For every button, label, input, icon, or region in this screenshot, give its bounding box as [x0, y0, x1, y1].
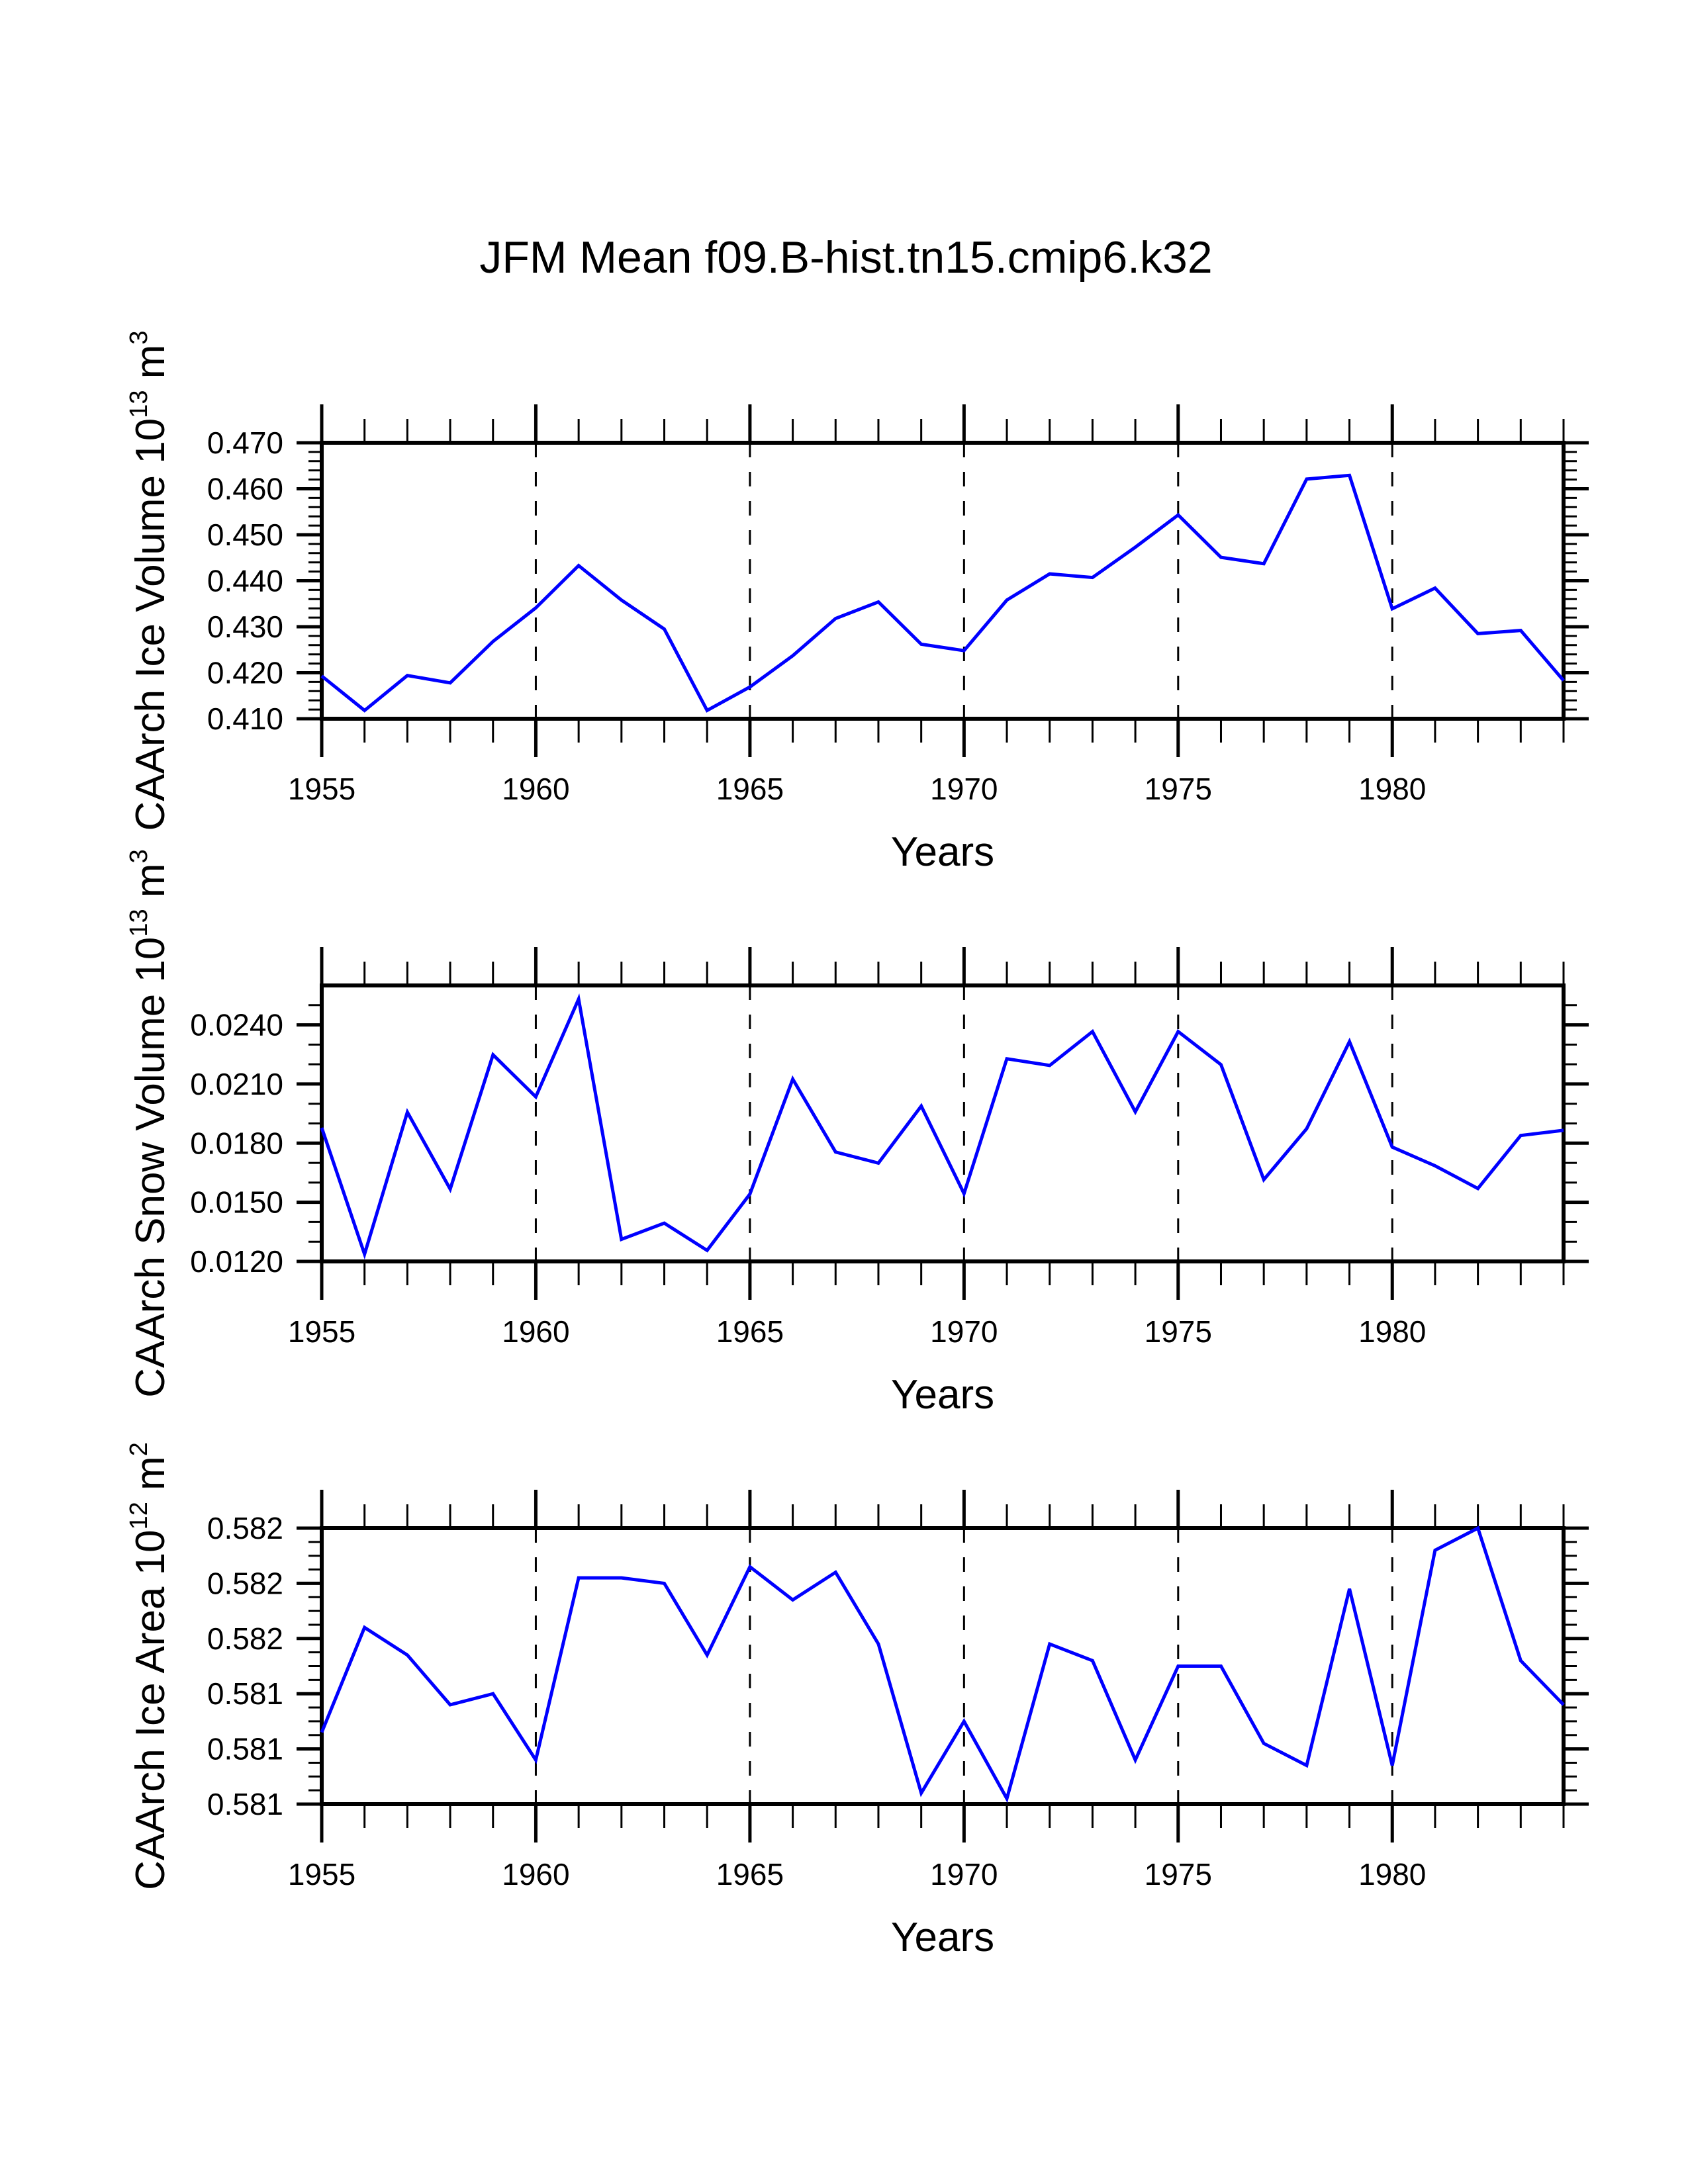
y-axis-title-part: m	[128, 1456, 173, 1502]
y-tick-label: 0.581	[207, 1676, 283, 1711]
x-tick-label: 1960	[502, 1314, 569, 1349]
x-axis-title: Years	[891, 1372, 994, 1418]
panel-snow-volume: 0.0120 0.0150 0.0180 0.0210 0.0240 1955 1960 19…	[125, 849, 1589, 1418]
x-tick-label: 1980	[1358, 1857, 1426, 1891]
plot-frame	[320, 441, 1566, 721]
series-line	[320, 1525, 1565, 1803]
y-tick-label: 0.440	[207, 564, 283, 598]
x-tick-label: 1965	[716, 1314, 784, 1349]
y-axis-title: CAArch Ice Area 1012 m2	[125, 1442, 173, 1890]
x-tick-label: 1980	[1358, 1314, 1426, 1349]
x-tick-label: 1980	[1358, 772, 1426, 806]
y-axis-title-part: 2	[125, 1442, 153, 1456]
x-tick-label: 1975	[1145, 1857, 1212, 1891]
y-axis-title-part: 13	[125, 909, 153, 936]
y-axis-title-part: CAArch Ice Volume 10	[128, 418, 173, 831]
y-tick-label: 0.470	[207, 426, 283, 460]
x-tick-label: 1965	[716, 772, 784, 806]
series-line	[320, 473, 1565, 713]
y-tick-label: 0.460	[207, 472, 283, 506]
x-tick-label: 1955	[288, 1314, 355, 1349]
x-axis-title: Years	[891, 1915, 994, 1960]
y-tick-label: 0.430	[207, 610, 283, 644]
y-tick-label: 0.582	[207, 1566, 283, 1600]
y-tick-label: 0.420	[207, 656, 283, 690]
x-tick-label: 1965	[716, 1857, 784, 1891]
x-tick-label: 1970	[930, 772, 998, 806]
x-tick-label: 1955	[288, 1857, 355, 1891]
x-tick-label: 1955	[288, 772, 355, 806]
x-tick-label: 1970	[930, 1314, 998, 1349]
plot-frame	[320, 1526, 1566, 1806]
y-axis-title-part: m	[128, 345, 173, 390]
x-tick-label: 1970	[930, 1857, 998, 1891]
y-tick-label: 0.0240	[190, 1008, 283, 1042]
y-axis-title: CAArch Snow Volume 1013 m3	[125, 849, 173, 1397]
x-tick-label: 1975	[1145, 1314, 1212, 1349]
x-tick-label: 1960	[502, 1857, 569, 1891]
panel-ice-volume: 0.410 0.420 0.430 0.440 0.450 0.460 0.470 1955 1…	[125, 330, 1589, 875]
y-tick-label: 0.0150	[190, 1185, 283, 1220]
y-axis-title-part: 3	[125, 849, 153, 863]
x-axis-title: Years	[891, 829, 994, 875]
y-axis-title-part: m	[128, 863, 173, 909]
y-tick-label: 0.582	[207, 1621, 283, 1656]
y-axis-title: CAArch Ice Volume 1013 m3	[125, 330, 173, 831]
y-axis-title-part: CAArch Ice Area 10	[128, 1529, 173, 1890]
y-tick-label: 0.0180	[190, 1126, 283, 1160]
panel-ice-area: 0.581 0.581 0.581 0.582 0.582 0.582 1955 1960 19…	[125, 1442, 1589, 1960]
y-tick-label: 0.410	[207, 702, 283, 736]
y-tick-label: 0.450	[207, 518, 283, 552]
x-tick-label: 1960	[502, 772, 569, 806]
y-axis-title-part: 12	[125, 1502, 153, 1529]
y-tick-label: 0.0210	[190, 1067, 283, 1101]
y-tick-label: 0.0120	[190, 1244, 283, 1279]
y-tick-label: 0.581	[207, 1732, 283, 1766]
y-axis-title-part: 3	[125, 330, 153, 344]
y-axis-title-part: CAArch Snow Volume 10	[128, 937, 173, 1398]
y-tick-label: 0.581	[207, 1787, 283, 1821]
y-axis-title-part: 13	[125, 390, 153, 418]
plot-frame	[320, 983, 1566, 1263]
x-tick-label: 1975	[1145, 772, 1212, 806]
series-line	[320, 993, 1564, 1260]
y-tick-label: 0.582	[207, 1511, 283, 1545]
chart-title: JFM Mean f09.B-hist.tn15.cmip6.k32	[479, 232, 1212, 283]
